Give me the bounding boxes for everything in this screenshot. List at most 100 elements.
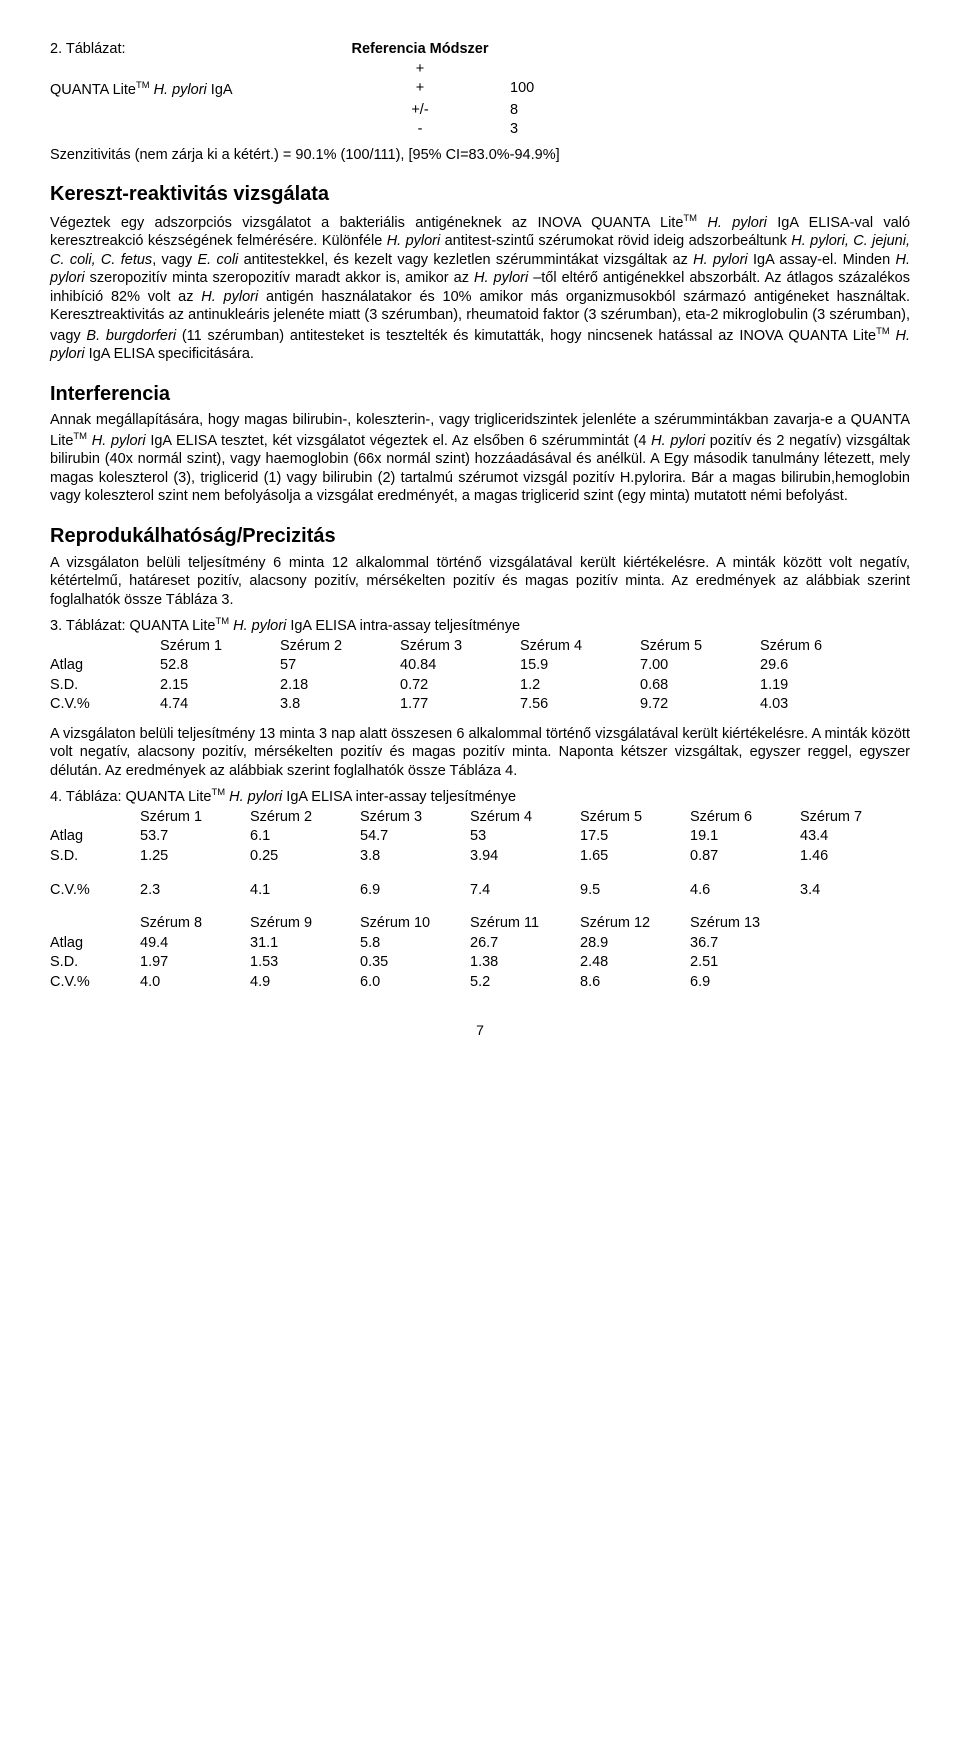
t3-r1c4: 1.2	[520, 676, 640, 696]
t4a-r1c4: 3.94	[470, 847, 580, 867]
table-3-h3: Szérum 3	[400, 637, 520, 657]
t4a-cv7: 3.4	[800, 881, 910, 901]
table-3-h6: Szérum 6	[760, 637, 880, 657]
table-3-h0	[50, 637, 160, 657]
t4b-r2c6: 6.9	[690, 973, 800, 993]
t4b-h1: Szérum 8	[140, 914, 250, 934]
page-content: 2. Táblázat: Referencia Módszer + QUANTA…	[50, 40, 910, 1040]
page-number: 7	[50, 1022, 910, 1040]
table-3-h1: Szérum 1	[160, 637, 280, 657]
table-2-title-left: 2. Táblázat:	[50, 40, 330, 60]
interference-body: Annak megállapítására, hogy magas biliru…	[50, 411, 910, 506]
table-row: Atlag 52.8 57 40.84 15.9 7.00 29.6	[50, 656, 910, 676]
t4b-r2c4: 5.2	[470, 973, 580, 993]
t4a-cv3: 6.9	[360, 881, 470, 901]
table-2-title-right: Referencia Módszer	[330, 40, 510, 60]
table-2: 2. Táblázat: Referencia Módszer + QUANTA…	[50, 40, 910, 140]
t4b-r1c4: 1.38	[470, 953, 580, 973]
t3-r0c6: 29.6	[760, 656, 880, 676]
t4b-r1c0: S.D.	[50, 953, 140, 973]
t4b-r1c3: 0.35	[360, 953, 470, 973]
t4a-r0c5: 17.5	[580, 827, 690, 847]
t4b-h0	[50, 914, 140, 934]
t3-r2c2: 3.8	[280, 695, 400, 715]
table-row: Atlag 49.4 31.1 5.8 26.7 28.9 36.7	[50, 934, 910, 954]
t4b-r2c2: 4.9	[250, 973, 360, 993]
table-4: 4. Tábláza: QUANTA LiteTM H. pylori IgA …	[50, 786, 910, 992]
t4b-r0c1: 49.4	[140, 934, 250, 954]
t4b-h4: Szérum 11	[470, 914, 580, 934]
t3-r2c0: C.V.%	[50, 695, 160, 715]
t4b-r1c5: 2.48	[580, 953, 690, 973]
t4a-h3: Szérum 3	[360, 808, 470, 828]
t4a-h7: Szérum 7	[800, 808, 910, 828]
cross-reactivity-body: Végeztek egy adszorpciós vizsgálatot a b…	[50, 212, 910, 364]
t4b-r0c3: 5.8	[360, 934, 470, 954]
table-2-r1-sym: +	[330, 79, 510, 100]
t3-r0c5: 7.00	[640, 656, 760, 676]
t4a-cv6: 4.6	[690, 881, 800, 901]
table-2-r2-val: 8	[510, 101, 570, 121]
t4a-cv1: 2.3	[140, 881, 250, 901]
table-2-r3-val: 3	[510, 120, 570, 140]
t4b-r2c1: 4.0	[140, 973, 250, 993]
t4a-r0c6: 19.1	[690, 827, 800, 847]
t3-r1c1: 2.15	[160, 676, 280, 696]
t4a-r1c7: 1.46	[800, 847, 910, 867]
table-row: C.V.% 4.0 4.9 6.0 5.2 8.6 6.9	[50, 973, 910, 993]
t4b-h2: Szérum 9	[250, 914, 360, 934]
reproducibility-heading: Reprodukálhatóság/Precizitás	[50, 524, 910, 550]
t3-r0c4: 15.9	[520, 656, 640, 676]
table-3-header-row: Szérum 1 Szérum 2 Szérum 3 Szérum 4 Szér…	[50, 637, 910, 657]
t4b-r1c2: 1.53	[250, 953, 360, 973]
table-row: S.D. 1.25 0.25 3.8 3.94 1.65 0.87 1.46	[50, 847, 910, 867]
t3-r1c2: 2.18	[280, 676, 400, 696]
t4a-r0c1: 53.7	[140, 827, 250, 847]
t4a-r0c4: 53	[470, 827, 580, 847]
t4a-r0c7: 43.4	[800, 827, 910, 847]
t3-r2c3: 1.77	[400, 695, 520, 715]
t4b-r0c6: 36.7	[690, 934, 800, 954]
t4b-r2c3: 6.0	[360, 973, 470, 993]
t4b-r2c5: 8.6	[580, 973, 690, 993]
t4b-r0c2: 31.1	[250, 934, 360, 954]
table-2-r3-sym: -	[330, 120, 510, 140]
t4a-cv2: 4.1	[250, 881, 360, 901]
t4b-h5: Szérum 12	[580, 914, 690, 934]
interference-heading: Interferencia	[50, 382, 910, 408]
t4a-r1c1: 1.25	[140, 847, 250, 867]
t4a-r0c3: 54.7	[360, 827, 470, 847]
table-3-h2: Szérum 2	[280, 637, 400, 657]
t4b-r1c1: 1.97	[140, 953, 250, 973]
t4b-h6: Szérum 13	[690, 914, 800, 934]
t3-r1c6: 1.19	[760, 676, 880, 696]
t3-r2c4: 7.56	[520, 695, 640, 715]
table-4-header-b: Szérum 8 Szérum 9 Szérum 10 Szérum 11 Sz…	[50, 914, 910, 934]
t4a-h2: Szérum 2	[250, 808, 360, 828]
t4a-h5: Szérum 5	[580, 808, 690, 828]
t3-r0c1: 52.8	[160, 656, 280, 676]
t4b-r0c5: 28.9	[580, 934, 690, 954]
t3-r1c5: 0.68	[640, 676, 760, 696]
table-row: C.V.% 4.74 3.8 1.77 7.56 9.72 4.03	[50, 695, 910, 715]
t4a-cv0: C.V.%	[50, 881, 140, 901]
table-3-h4: Szérum 4	[520, 637, 640, 657]
t4b-r2c0: C.V.%	[50, 973, 140, 993]
sensitivity-line: Szenzitivitás (nem zárja ki a kétért.) =…	[50, 146, 910, 165]
t4a-h1: Szérum 1	[140, 808, 250, 828]
t4a-h6: Szérum 6	[690, 808, 800, 828]
t4a-r1c5: 1.65	[580, 847, 690, 867]
t4b-r0c4: 26.7	[470, 934, 580, 954]
t4a-r0c0: Atlag	[50, 827, 140, 847]
table-row: Atlag 53.7 6.1 54.7 53 17.5 19.1 43.4	[50, 827, 910, 847]
t3-r0c2: 57	[280, 656, 400, 676]
t3-r1c3: 0.72	[400, 676, 520, 696]
cross-reactivity-heading: Kereszt-reaktivitás vizsgálata	[50, 182, 910, 208]
t4a-r1c3: 3.8	[360, 847, 470, 867]
table-row: S.D. 1.97 1.53 0.35 1.38 2.48 2.51	[50, 953, 910, 973]
table-2-r1-val: 100	[510, 79, 570, 100]
t4b-r1c6: 2.51	[690, 953, 800, 973]
t3-r0c0: Atlag	[50, 656, 160, 676]
table-2-r2-sym: +/-	[330, 101, 510, 121]
table-4-header-a: Szérum 1 Szérum 2 Szérum 3 Szérum 4 Szér…	[50, 808, 910, 828]
